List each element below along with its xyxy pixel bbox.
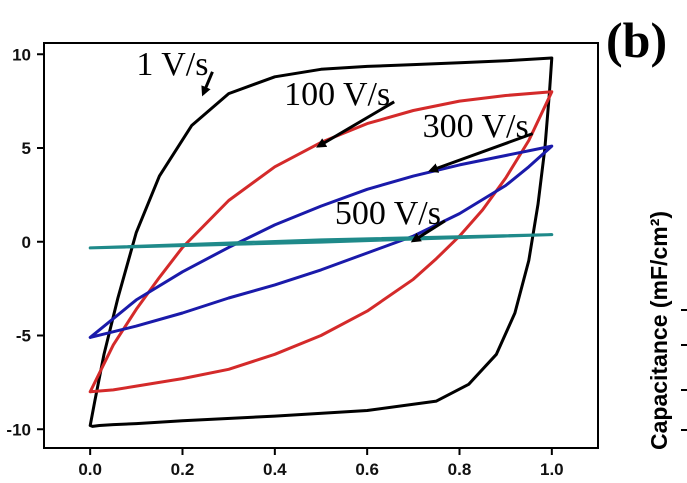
side-axis-label: Capacitance (mF/cm²) xyxy=(646,211,672,450)
annotation-label: 100 V/s xyxy=(284,76,390,113)
panel-label: (b) xyxy=(606,12,667,68)
y-tick-label: 0 xyxy=(22,233,31,252)
y-axis-ticks: -10 -5 0 5 10 xyxy=(6,45,44,439)
series-line-100-v-s xyxy=(88,90,554,394)
annotation-label: 300 V/s xyxy=(423,108,529,145)
y-tick-label: 10 xyxy=(12,45,31,64)
annotation-arrow xyxy=(316,100,395,148)
series-line-300-v-s xyxy=(88,144,554,339)
y-tick-label: -5 xyxy=(16,327,31,346)
x-tick-label: 1.0 xyxy=(540,460,564,479)
annotations-layer: 1 V/s 100 V/s 300 V/s 500 V/s xyxy=(136,46,534,243)
x-tick-label: 0.2 xyxy=(171,460,195,479)
x-tick-label: 0.0 xyxy=(78,460,102,479)
x-tick-label: 0.4 xyxy=(263,460,287,479)
x-tick-label: 0.8 xyxy=(448,460,472,479)
annotation-label: 1 V/s xyxy=(136,46,208,83)
annotation-label: 500 V/s xyxy=(335,195,441,232)
y-tick-label: 5 xyxy=(22,139,31,158)
annotation-arrow xyxy=(410,219,446,243)
side-axis-ticks xyxy=(681,309,687,431)
y-tick-label: -10 xyxy=(6,420,31,439)
x-axis-ticks: 0.0 0.2 0.4 0.6 0.8 1.0 xyxy=(78,448,564,479)
annotation-arrow xyxy=(428,132,534,173)
x-tick-label: 0.6 xyxy=(355,460,379,479)
series-line-500-v-s xyxy=(88,233,554,250)
series-layer xyxy=(88,56,554,428)
annotation-arrow xyxy=(201,71,214,97)
plot-frame xyxy=(43,42,599,449)
